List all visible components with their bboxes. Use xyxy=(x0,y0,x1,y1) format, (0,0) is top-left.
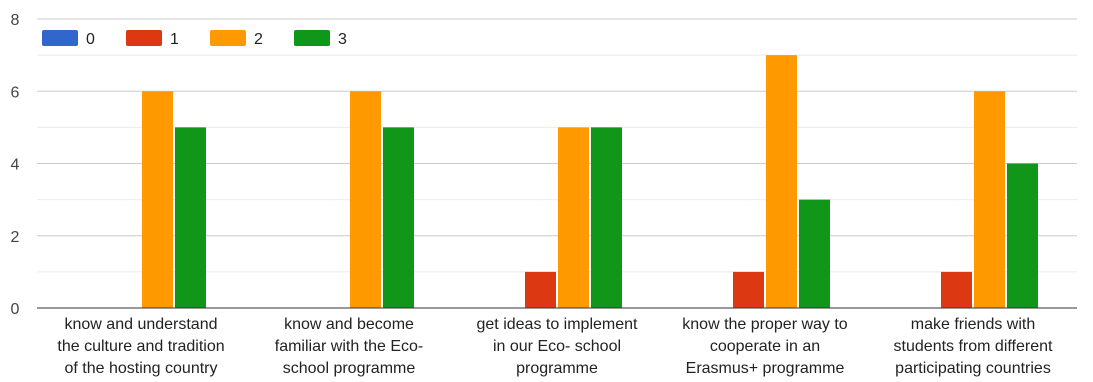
category-label-line: school programme xyxy=(283,360,416,377)
legend-item-3[interactable]: 3 xyxy=(294,30,347,48)
bar xyxy=(350,91,381,308)
category-label-line: programme xyxy=(516,360,598,377)
legend-swatch xyxy=(126,30,162,46)
category-label-line: familiar with the Eco- xyxy=(275,338,424,355)
category-label: get ideas to implement in our Eco- school… xyxy=(477,316,639,377)
legend-swatch xyxy=(42,30,78,46)
bar xyxy=(733,271,764,308)
category-label-line: in our Eco- school xyxy=(493,338,621,355)
bar xyxy=(766,55,797,308)
category-label-line: know and understand xyxy=(65,316,218,333)
category-label: know the proper way to cooperate in an Era… xyxy=(682,316,848,377)
bar xyxy=(175,127,206,308)
y-axis-ticks: 0 2 4 6 8 xyxy=(11,12,20,318)
bars xyxy=(142,55,1038,308)
category-label-line: cooperate in an xyxy=(710,338,820,355)
y-tick-label: 0 xyxy=(11,301,20,318)
bar xyxy=(941,271,972,308)
legend-swatch xyxy=(210,30,246,46)
category-label-line: get ideas to implement xyxy=(477,316,639,333)
legend-label: 2 xyxy=(254,31,263,48)
legend[interactable]: 0 1 2 3 xyxy=(42,30,347,48)
category-label-line: of the hosting country xyxy=(65,360,218,377)
category-label: know and become familiar with the Eco-sch… xyxy=(275,316,424,377)
category-label-line: students from different xyxy=(894,338,1053,355)
legend-item-1[interactable]: 1 xyxy=(126,30,179,48)
legend-label: 3 xyxy=(338,31,347,48)
bar xyxy=(1007,163,1038,308)
category-labels: know and understand the culture and tradi… xyxy=(57,316,1053,377)
bar xyxy=(799,199,830,308)
bar xyxy=(383,127,414,308)
bar xyxy=(558,127,589,308)
category-label-line: know the proper way to xyxy=(682,316,848,333)
legend-label: 1 xyxy=(170,31,179,48)
y-tick-label: 2 xyxy=(11,229,20,246)
gridlines xyxy=(37,18,1077,273)
bar xyxy=(142,91,173,308)
legend-label: 0 xyxy=(86,31,95,48)
category-label-line: make friends with xyxy=(911,316,1036,333)
bar xyxy=(974,91,1005,308)
legend-item-2[interactable]: 2 xyxy=(210,30,263,48)
category-label-line: the culture and tradition xyxy=(57,338,224,355)
bar xyxy=(525,271,556,308)
category-label-line: Erasmus+ programme xyxy=(686,360,845,377)
legend-item-0[interactable]: 0 xyxy=(42,30,95,48)
bar xyxy=(591,127,622,308)
category-label-line: participating countries xyxy=(895,360,1051,377)
y-tick-label: 4 xyxy=(11,157,20,174)
legend-swatch xyxy=(294,30,330,46)
y-tick-label: 6 xyxy=(11,84,20,101)
category-label: know and understand the culture and tradi… xyxy=(57,316,224,377)
y-tick-label: 8 xyxy=(11,12,20,29)
category-label-line: know and become xyxy=(284,316,414,333)
category-label: make friends with students from different… xyxy=(894,316,1053,377)
